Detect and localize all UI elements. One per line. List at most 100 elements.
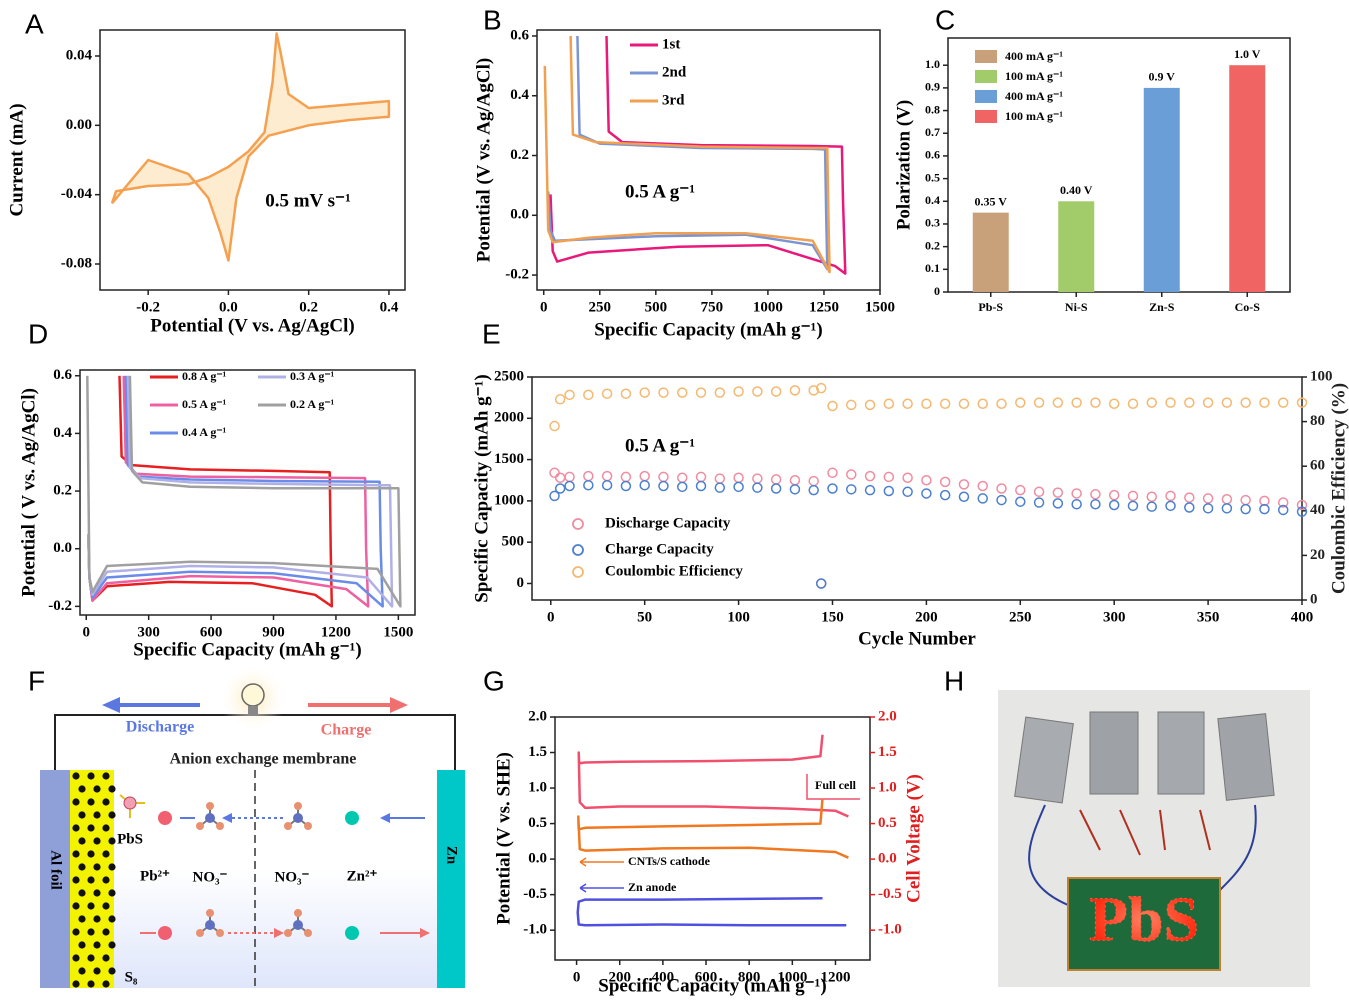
data-line [110,32,391,262]
carbon-dot [93,837,101,845]
y-tick-label: 0.5 [528,815,547,831]
y-tick-label: 1.5 [528,744,547,760]
data-point [770,386,782,397]
legend-swatch [975,70,997,83]
nitrate-label: NO₃⁻ [275,869,310,885]
legend-label: 0.8 A g⁻¹ [182,369,227,383]
data-point [583,389,594,401]
data-point [583,470,594,482]
carbon-dot [72,954,80,962]
carbon-dot [87,954,95,962]
y-tick-label: 2500 [494,368,524,384]
data-point [864,470,876,482]
y-axis-label: Potential ( V vs. Ag/AgCl) [18,388,39,597]
legend-label: 400 mA g⁻¹ [1005,49,1063,63]
legend-label: 2nd [662,64,687,80]
carbon-dot [72,798,80,806]
nitrate-label: NO₃⁻ [193,869,228,885]
carbon-dot [93,863,101,871]
carbon-dot [87,850,95,858]
pb-ion [158,926,172,940]
data-point [815,382,827,394]
x-tick-label: 500 [645,299,668,315]
series-note: Full cell [815,778,857,792]
data-point [1033,497,1045,508]
carbon-dot [108,863,116,871]
data-point [1090,498,1101,510]
data-point [564,480,575,492]
data-point [1108,398,1120,410]
carbon-dot [108,915,116,923]
carbon-dot [72,928,80,936]
data-point [977,493,988,504]
y-tick-label: 0.6 [53,367,72,383]
data-line [87,375,394,608]
data-point [902,486,913,498]
data-point [902,398,913,410]
ion-arrowhead [222,813,232,823]
diagram-f: Discharge Charge Anion exchange membrane… [40,664,465,988]
data-point [676,481,688,493]
pbs-molecule [119,794,145,818]
carbon-dot [87,902,95,910]
y-tick-label: 0.7 [925,125,940,139]
data-point [676,472,688,484]
bar [1143,87,1180,293]
carbon-dot [93,967,101,975]
data-point [752,473,763,484]
data-point [549,420,560,432]
y-tick-label: 0.4 [510,87,529,103]
data-point [549,467,560,479]
y-tick-label: 0.0 [528,851,547,867]
x-tick-label: 350 [1197,609,1220,625]
data-point [883,398,895,410]
pbs-label: PbS [117,831,143,847]
carbon-dot [102,772,110,780]
pb-ion [158,811,172,825]
carbon-dot [72,902,80,910]
x-tick-label: 1200 [820,969,850,985]
y-tick-label: 0.6 [925,148,940,162]
data-point [977,480,988,492]
carbon-dot [87,876,95,884]
y-tick-label: 0.3 [925,216,940,230]
y2-tick-label: 0 [1310,591,1318,607]
x-tick-label: Pb-S [978,300,1003,314]
y-tick-label: 1500 [494,451,524,467]
oxygen-atom [196,929,204,937]
x-tick-label: Ni-S [1065,300,1088,314]
y-axis-label: Potential (V vs. Ag/AgCl) [473,58,494,262]
x-tick-label: 0 [82,624,90,640]
legend-label: Charge Capacity [605,541,714,557]
nitrogen-atom [293,920,303,930]
data-point [1277,497,1289,508]
data-point [1146,501,1158,512]
panel-label: B [483,4,502,35]
legend-label: 0.2 A g⁻¹ [290,397,335,411]
data-point [549,490,560,502]
data-point [827,467,838,479]
carbon-dot [108,941,116,949]
panel-label: C [935,4,955,35]
y-tick-label: 0.04 [66,47,93,63]
data-point [939,489,951,501]
data-line [576,896,847,927]
data-point [1071,498,1082,510]
data-point [695,480,707,492]
carbon-dot [93,941,101,949]
data-point [752,482,763,493]
data-point [564,471,575,483]
carbon-dot [102,902,110,910]
data-point [996,494,1007,506]
legend-label: 100 mA g⁻¹ [1005,69,1063,83]
data-point [676,387,688,398]
x-tick-label: -0.2 [136,299,160,315]
note-arrow [806,774,860,800]
panel-label: G [483,665,505,696]
data-point [1296,397,1308,408]
carbon-dot [102,980,110,988]
data-point [601,479,613,491]
annotation: 0.5 mV s⁻¹ [265,190,351,211]
x-tick-label: Zn-S [1149,300,1175,314]
legend-swatch [975,110,997,123]
